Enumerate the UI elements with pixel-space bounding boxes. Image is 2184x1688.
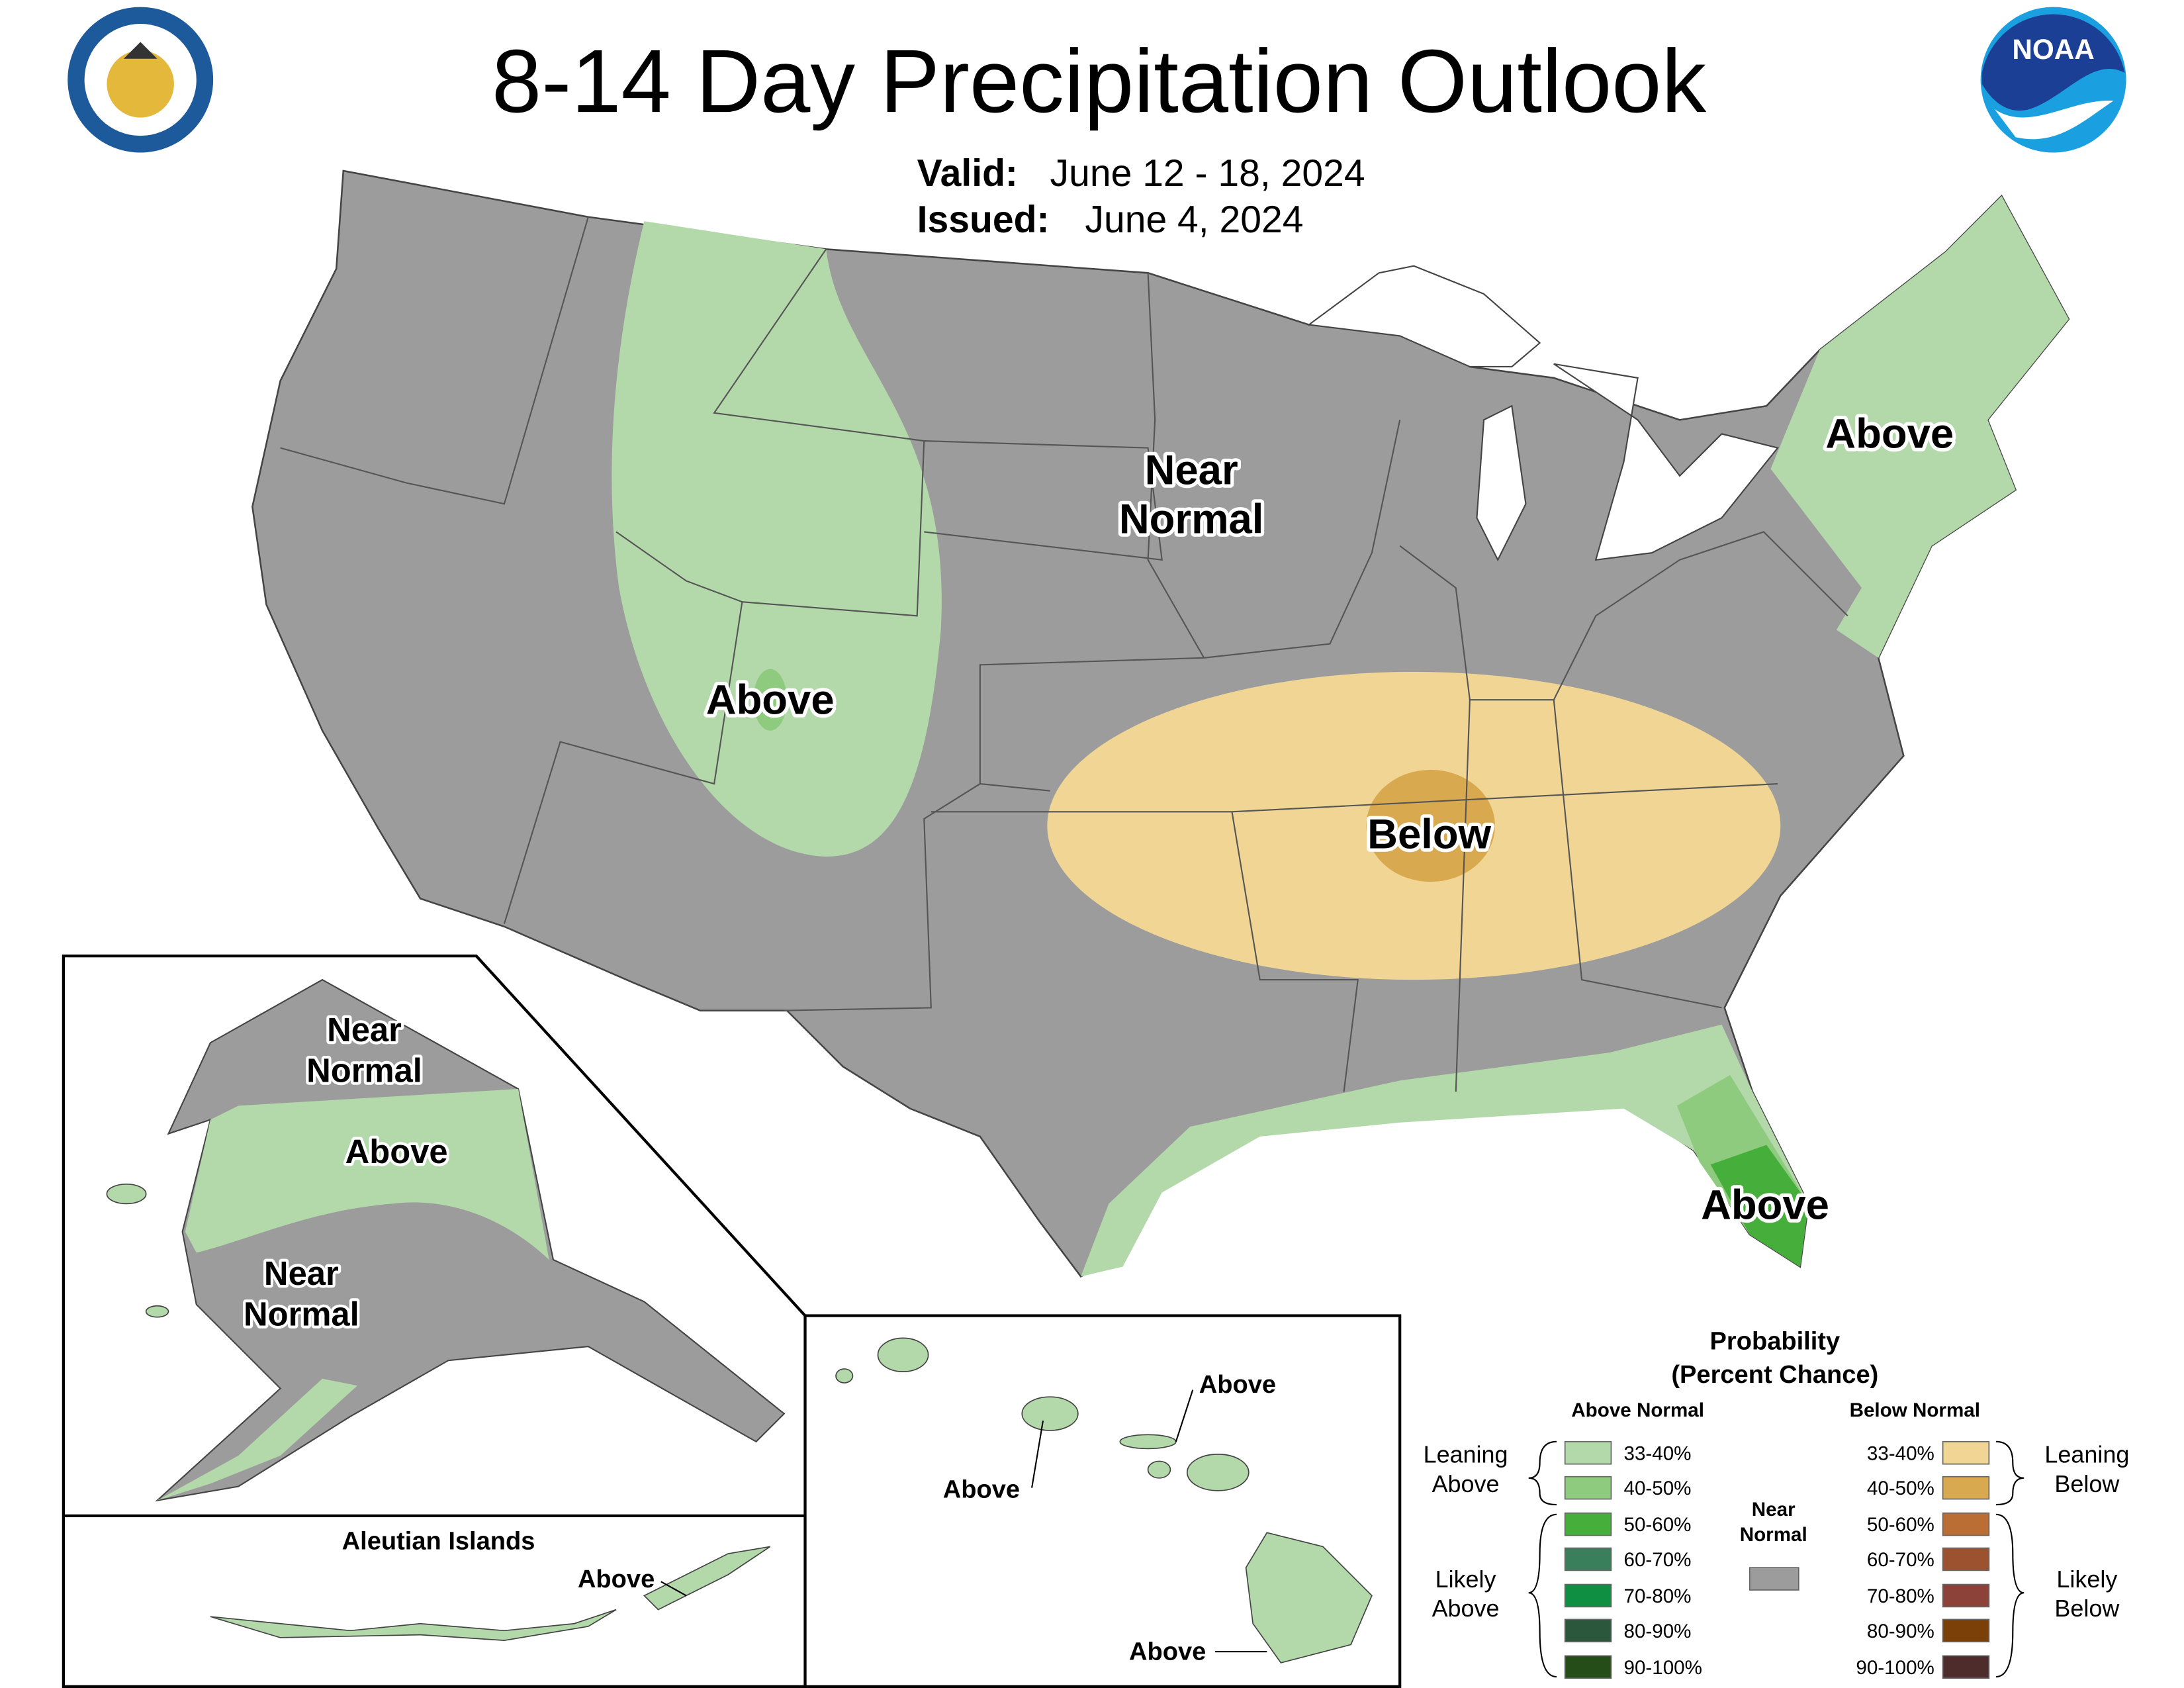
likely-above: Likely Above — [1432, 1566, 1500, 1622]
hawaii-label: Above — [943, 1476, 1020, 1503]
conus-above-northeast — [1770, 196, 2069, 658]
above-swatch — [1564, 1618, 1612, 1643]
above-swatch — [1564, 1547, 1612, 1571]
above-range: 50-60% — [1623, 1514, 1691, 1536]
alaska-label: Near Normal — [244, 1254, 359, 1333]
legend-braces — [1528, 1440, 2025, 1678]
above-range: 40-50% — [1623, 1477, 1691, 1499]
likely-below: Likely Below — [2054, 1566, 2120, 1622]
hawaii-label: Above — [1129, 1638, 1206, 1666]
aleutian-label: Above — [578, 1566, 655, 1593]
aleutian-title: Aleutian Islands — [342, 1528, 535, 1556]
below-swatch — [1942, 1583, 1990, 1608]
below-range: 33-40% — [1867, 1442, 1934, 1464]
conus-label: Near Normal — [1119, 447, 1264, 543]
alaska-inset: Near Normal Above Near Normal Aleutian Isl… — [62, 955, 807, 1688]
valid-label: Valid: — [917, 152, 1018, 195]
legend: Probability (Percent Chance) Above Norma… — [1424, 1327, 2129, 1679]
above-range: 60-70% — [1623, 1549, 1691, 1571]
conus-below-core — [1366, 769, 1495, 882]
conus-label: Above — [1825, 411, 1954, 457]
below-range: 40-50% — [1867, 1477, 1934, 1499]
above-range: 80-90% — [1623, 1620, 1691, 1642]
near-normal-label: Near Normal — [1740, 1499, 1807, 1546]
above-swatch — [1564, 1583, 1612, 1608]
above-range: 90-100% — [1623, 1657, 1702, 1679]
near-normal-swatch — [1749, 1567, 1799, 1591]
below-swatch — [1942, 1655, 1990, 1679]
above-swatch — [1564, 1476, 1612, 1500]
below-swatch — [1942, 1476, 1990, 1500]
below-swatch — [1942, 1547, 1990, 1571]
issued-label: Issued: — [917, 199, 1050, 241]
issued-value: June 4, 2024 — [1085, 199, 1303, 241]
below-swatch — [1942, 1512, 1990, 1536]
noaa-logo: NOAA — [1980, 7, 2126, 153]
conus-above-west — [612, 221, 942, 857]
legend-subtitle: (Percent Chance) — [1671, 1361, 1878, 1389]
florida-50-60 — [1710, 1145, 1809, 1267]
conus-label: Below — [1367, 811, 1491, 857]
title: 8-14 Day Precipitation Outlook — [492, 30, 1707, 131]
great-lakes — [1306, 265, 1779, 562]
legend-title: Probability — [1710, 1327, 1841, 1355]
alaska-label: Near Normal — [306, 1011, 422, 1089]
above-swatch — [1564, 1512, 1612, 1536]
below-range: 70-80% — [1867, 1585, 1934, 1607]
hawaii-label: Above — [1199, 1371, 1276, 1399]
conus-label: Above — [706, 677, 835, 723]
noaa-text: NOAA — [2012, 34, 2094, 65]
leaning-above: Leaning Above — [1424, 1441, 1508, 1497]
above-range: 33-40% — [1623, 1442, 1691, 1464]
above-heading: Above Normal — [1571, 1399, 1704, 1421]
state-borders — [280, 216, 1848, 1092]
leaning-below: Leaning Below — [2044, 1441, 2129, 1497]
above-swatch — [1564, 1655, 1612, 1679]
below-swatch — [1942, 1618, 1990, 1643]
commerce-seal — [68, 7, 214, 153]
conus-label: Above — [1701, 1182, 1829, 1229]
below-range: 60-70% — [1867, 1549, 1934, 1571]
below-range: 50-60% — [1867, 1514, 1934, 1536]
below-swatch — [1942, 1441, 1990, 1465]
below-range: 80-90% — [1867, 1620, 1934, 1642]
conus: Near Normal Above Above Below Above — [251, 169, 2070, 1278]
below-range: 90-100% — [1856, 1657, 1934, 1679]
valid-value: June 12 - 18, 2024 — [1050, 152, 1365, 195]
above-range: 70-80% — [1623, 1585, 1691, 1607]
above-swatch — [1564, 1441, 1612, 1465]
conus-above-west-core — [753, 669, 788, 731]
alaska-label: Above — [345, 1133, 448, 1170]
hawaii-inset: Above Above Above — [803, 1314, 1402, 1688]
conus-above-gulf — [1081, 1024, 1809, 1277]
below-heading: Below Normal — [1850, 1399, 1980, 1421]
